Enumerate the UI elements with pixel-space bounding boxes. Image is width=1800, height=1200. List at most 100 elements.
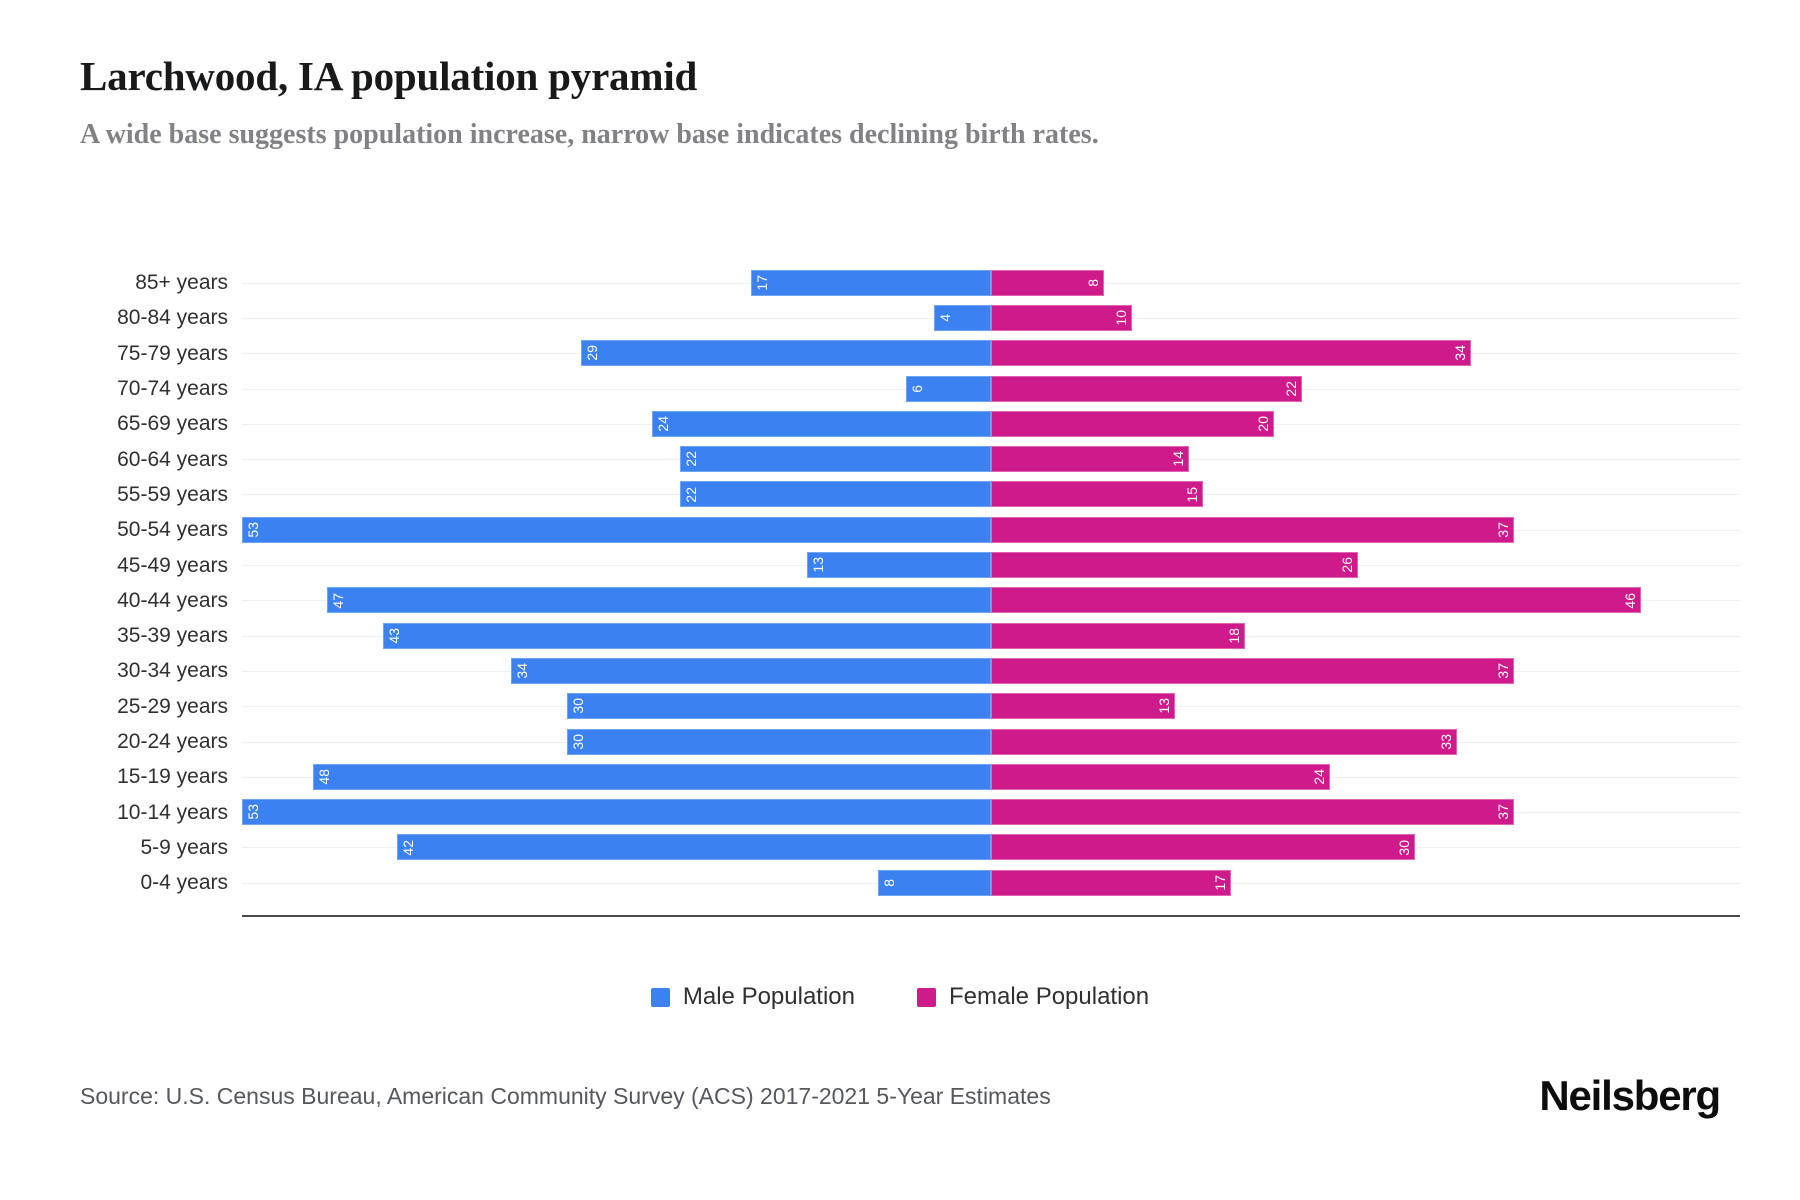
male-bar[interactable]: 24 xyxy=(651,410,991,437)
male-bar[interactable]: 17 xyxy=(750,269,991,296)
male-bar[interactable]: 22 xyxy=(680,446,991,473)
age-group-label: 50-54 years xyxy=(117,518,228,542)
female-bar[interactable]: 30 xyxy=(991,834,1415,861)
legend-label-male: Male Population xyxy=(682,983,855,1010)
female-bar-value: 15 xyxy=(1183,486,1200,503)
female-bar[interactable]: 13 xyxy=(991,693,1175,720)
age-group-label: 80-84 years xyxy=(117,306,228,330)
male-bar-value: 6 xyxy=(909,384,926,393)
male-bar[interactable]: 34 xyxy=(510,657,991,684)
male-bar[interactable]: 8 xyxy=(877,869,991,896)
male-half: 13 xyxy=(242,547,991,582)
male-bar[interactable]: 4 xyxy=(934,304,991,331)
male-bar[interactable]: 43 xyxy=(383,622,991,649)
pyramid-row: 15-19 years 48 24 xyxy=(80,759,1740,794)
female-half: 24 xyxy=(991,759,1740,794)
age-group-label: 75-79 years xyxy=(117,341,228,365)
male-bar[interactable]: 22 xyxy=(680,481,991,508)
pyramid-row: 20-24 years 30 33 xyxy=(80,724,1740,759)
bar-wrap: 30 33 xyxy=(242,724,1740,759)
chart-header: Larchwood, IA population pyramid A wide … xyxy=(80,52,1720,152)
chart-subtitle: A wide base suggests population increase… xyxy=(80,119,1099,151)
age-group-label: 30-34 years xyxy=(117,659,228,683)
row-track: 34 37 xyxy=(242,653,1740,688)
female-bar[interactable]: 34 xyxy=(991,340,1472,367)
bar-wrap: 42 30 xyxy=(242,830,1740,865)
pyramid-row: 50-54 years 53 37 xyxy=(80,512,1740,547)
age-group-label: 40-44 years xyxy=(117,588,228,612)
female-bar[interactable]: 37 xyxy=(991,657,1514,684)
female-half: 14 xyxy=(991,441,1740,476)
age-group-label: 45-49 years xyxy=(117,553,228,577)
male-bar[interactable]: 48 xyxy=(312,763,991,790)
male-bar[interactable]: 6 xyxy=(906,375,991,402)
male-bar-value: 47 xyxy=(329,592,346,609)
male-bar[interactable]: 13 xyxy=(807,552,991,579)
male-bar[interactable]: 53 xyxy=(242,516,991,543)
male-bar-value: 30 xyxy=(570,733,587,750)
age-group-label: 85+ years xyxy=(135,271,228,295)
male-bar-value: 53 xyxy=(245,521,261,538)
male-bar-value: 30 xyxy=(570,698,587,714)
legend-item-male[interactable]: Male Population xyxy=(650,983,855,1010)
legend-swatch-female-icon xyxy=(917,987,936,1007)
female-bar[interactable]: 46 xyxy=(991,587,1642,614)
female-bar[interactable]: 10 xyxy=(991,304,1133,331)
female-bar-value: 10 xyxy=(1113,310,1130,326)
male-bar[interactable]: 42 xyxy=(397,834,991,861)
female-half: 15 xyxy=(991,477,1740,512)
chart-footer: Source: U.S. Census Bureau, American Com… xyxy=(80,1072,1721,1119)
row-track: 22 15 xyxy=(242,477,1740,512)
female-half: 20 xyxy=(991,406,1740,441)
bar-wrap: 48 24 xyxy=(242,759,1740,794)
female-bar[interactable]: 37 xyxy=(991,516,1514,543)
pyramid-row: 85+ years 17 8 xyxy=(80,265,1740,300)
pyramid-rows: 85+ years 17 8 80-84 years 4 10 75-79 years 29 3… xyxy=(80,265,1740,900)
female-half: 8 xyxy=(991,265,1740,300)
pyramid-row: 0-4 years 8 17 xyxy=(80,865,1740,900)
row-track: 30 13 xyxy=(242,689,1740,724)
female-bar-value: 18 xyxy=(1226,627,1243,644)
male-bar[interactable]: 30 xyxy=(567,693,991,720)
female-bar[interactable]: 18 xyxy=(991,622,1246,649)
female-bar[interactable]: 22 xyxy=(991,375,1302,402)
age-group-label: 15-19 years xyxy=(117,765,228,789)
male-bar-value: 22 xyxy=(683,486,700,503)
female-bar[interactable]: 37 xyxy=(991,799,1514,826)
male-bar-value: 13 xyxy=(810,557,827,573)
brand-logo: Neilsberg xyxy=(1539,1072,1721,1119)
male-half: 48 xyxy=(242,759,991,794)
row-track: 42 30 xyxy=(242,830,1740,865)
male-half: 53 xyxy=(242,794,991,829)
male-bar[interactable]: 53 xyxy=(242,799,991,826)
male-bar[interactable]: 29 xyxy=(581,340,991,367)
female-bar[interactable]: 24 xyxy=(991,763,1331,790)
female-half: 22 xyxy=(991,371,1740,406)
row-track: 30 33 xyxy=(242,724,1740,759)
male-bar[interactable]: 47 xyxy=(326,587,991,614)
female-bar[interactable]: 33 xyxy=(991,728,1458,755)
female-bar[interactable]: 17 xyxy=(991,869,1232,896)
bar-wrap: 22 15 xyxy=(242,477,1740,512)
female-half: 37 xyxy=(991,794,1740,829)
female-bar[interactable]: 8 xyxy=(991,269,1105,296)
male-bar-value: 17 xyxy=(753,274,770,291)
male-bar[interactable]: 30 xyxy=(567,728,991,755)
female-half: 13 xyxy=(991,689,1740,724)
male-half: 30 xyxy=(242,689,991,724)
legend-item-female[interactable]: Female Population xyxy=(917,985,1149,1009)
female-bar-value: 22 xyxy=(1282,380,1299,397)
bar-wrap: 43 18 xyxy=(242,618,1740,653)
female-half: 37 xyxy=(991,512,1740,547)
female-bar[interactable]: 20 xyxy=(991,410,1274,437)
female-bar[interactable]: 26 xyxy=(991,552,1359,579)
bar-wrap: 47 46 xyxy=(242,583,1740,618)
female-bar-value: 26 xyxy=(1339,557,1356,573)
female-bar[interactable]: 15 xyxy=(991,481,1203,508)
female-bar[interactable]: 14 xyxy=(991,446,1189,473)
row-track: 8 17 xyxy=(242,865,1740,900)
row-track: 4 10 xyxy=(242,300,1740,335)
female-bar-value: 37 xyxy=(1494,804,1511,820)
age-group-label: 20-24 years xyxy=(117,730,228,753)
female-half: 26 xyxy=(991,547,1740,582)
